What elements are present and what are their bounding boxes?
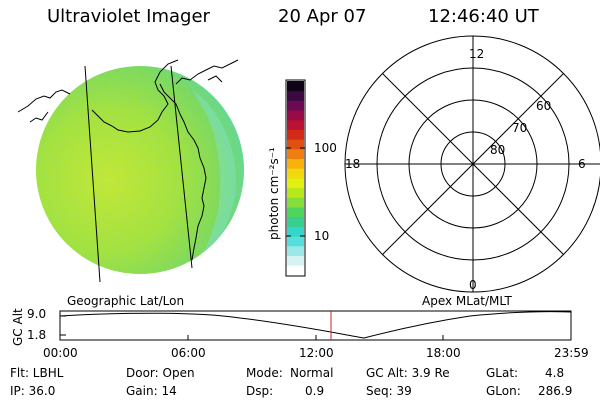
gc-altitude-value: GC Alt: 3.9 Re [366,366,450,380]
instrument-title: Ultraviolet Imager [47,6,210,27]
mlat-mlt-polar-grid [344,35,600,293]
colorbar-segment [287,90,304,101]
colorbar-segment [287,245,304,256]
colorbar-segment [287,119,304,130]
earth-disk-image [36,66,244,274]
altitude-ytick-min: 1.8 [27,328,46,342]
colorbar-unit-label: photon cm⁻²s⁻¹ [267,147,281,240]
meridian-line-right [170,65,193,269]
door-status: Door: Open [126,366,195,380]
altitude-ytick-max: 9.0 [27,307,46,321]
colorbar-segment [287,178,304,189]
colorbar-segment [287,255,304,266]
mode-label: Mode: [246,366,283,380]
colorbar-segment [287,236,304,247]
glon-label: GLon: [486,384,521,398]
time-axis-label-2359: 23:59 [554,346,589,360]
colorbar-segment [287,158,304,169]
colorbar-frame [285,79,306,277]
colorbar-tick-label-10: 10 [314,229,329,243]
colorbar-segment [287,216,304,227]
glat-value: 4.8 [545,366,565,380]
coastline-overlay [17,59,239,261]
polar-label-lat-60: 60 [536,99,551,113]
geographic-panel-label: Geographic Lat/Lon [67,294,185,308]
colorbar-segment [287,148,304,159]
polar-label-lat-70: 70 [512,121,527,135]
colorbar-segment [287,100,304,111]
polar-diagonal-2 [382,73,564,255]
polar-label-dusk: 18 [345,157,360,171]
polar-label-dawn: 6 [578,157,586,171]
time-label: 12:46:40 UT [428,6,539,27]
colorbar-segment [287,226,304,237]
meridian-line-left [84,65,101,283]
colorbar-segment [287,139,304,150]
gain-value: Gain: 14 [126,384,177,398]
time-axis-label-0600: 06:00 [171,346,206,360]
colorbar-segment [287,129,304,140]
colorbar-segment [287,110,304,121]
colorbar-segment [287,81,304,92]
colorbar-segment [287,207,304,218]
glat-label: GLat: [486,366,519,380]
polar-label-midnight: 0 [469,278,477,292]
colorbar-segment [287,197,304,208]
polar-label-noon: 12 [469,47,484,61]
time-axis-label-1800: 18:00 [426,346,461,360]
colorbar-segment [287,265,304,276]
magnetic-panel-label: Apex MLat/MLT [422,294,512,308]
time-axis-label-1200: 12:00 [299,346,334,360]
date-label: 20 Apr 07 [278,6,367,27]
mode-value: Normal [290,366,334,380]
filter-value: Flt: LBHL [10,366,64,380]
polar-label-lat-80: 80 [490,143,505,157]
dsp-value: 0.9 [305,384,325,398]
colorbar-segment [287,187,304,198]
ip-value: IP: 36.0 [10,384,56,398]
altitude-curve [59,311,572,339]
time-axis-label-0000: 00:00 [43,346,78,360]
sequence-value: Seq: 39 [366,384,412,398]
intensity-colorbar [287,81,304,276]
colorbar-tick-label-100: 100 [314,141,337,155]
dsp-label: Dsp: [246,384,274,398]
glon-value: 286.9 [538,384,573,398]
colorbar-segment [287,168,304,179]
altitude-ylabel: GC Alt [11,308,25,346]
